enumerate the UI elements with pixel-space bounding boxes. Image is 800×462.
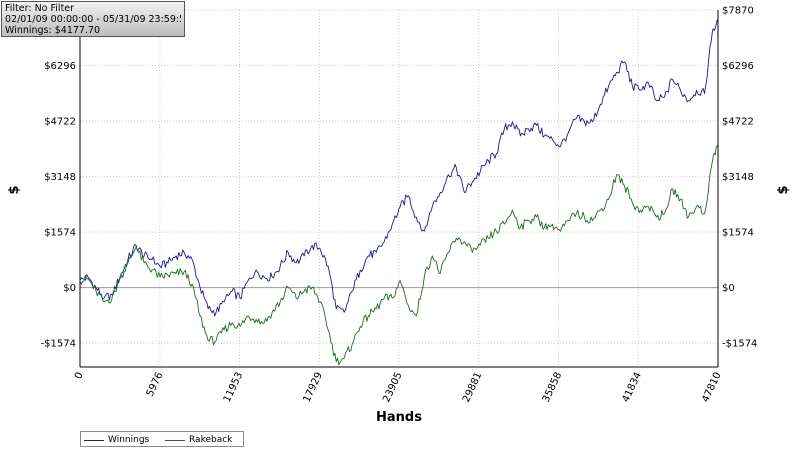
x-tick-label: 11953 [222, 371, 245, 404]
y-axis-label-left: $ [7, 185, 22, 194]
y-tick-label-right: $0 [722, 283, 735, 294]
y-tick-label-right: $4722 [722, 117, 754, 128]
filter-info-box: Filter: No Filter 02/01/09 00:00:00 - 05… [1, 1, 185, 37]
y-axis-label-right: $ [776, 185, 791, 194]
y-tick-label-left: -$1574 [41, 339, 76, 350]
x-tick-label: 47810 [700, 371, 723, 404]
filter-label: Filter: No Filter [5, 3, 75, 14]
winnings-label: Winnings: $4177.70 [5, 25, 101, 36]
x-tick-label: 0 [73, 371, 86, 381]
x-axis-label: Hands [376, 410, 422, 425]
legend-label-winnings: Winnings [108, 435, 150, 445]
x-tick-label: 29881 [461, 371, 484, 404]
y-tick-label-right: $3148 [722, 172, 754, 183]
series-line-rakeback [79, 142, 719, 366]
x-tick-label: 23905 [381, 371, 404, 404]
y-tick-label-left: $6296 [44, 61, 76, 72]
x-tick-label: 5976 [145, 371, 166, 399]
series-layer [79, 19, 719, 366]
legend-swatch-rakeback [165, 440, 185, 441]
legend-label-rakeback: Rakeback [189, 435, 233, 445]
y-tick-label-left: $0 [63, 283, 76, 294]
x-tick-label: 41834 [621, 371, 644, 404]
y-tick-label-right: $7870 [722, 6, 754, 17]
x-tick-label: 35858 [541, 371, 564, 404]
grid [79, 9, 719, 367]
y-tick-label-right: $1574 [722, 228, 754, 239]
series-line-winnings [79, 19, 719, 317]
y-tick-label-left: $1574 [44, 228, 76, 239]
y-tick-label-right: $6296 [722, 61, 754, 72]
y-tick-label-left: $3148 [44, 172, 76, 183]
y-tick-label-left: $4722 [44, 117, 76, 128]
legend: Winnings Rakeback [80, 431, 244, 447]
x-tick-label: 17929 [302, 371, 325, 404]
date-range-label: 02/01/09 00:00:00 - 05/31/09 23:59:59 [5, 14, 181, 25]
legend-swatch-winnings [84, 440, 104, 441]
y-tick-label-right: -$1574 [722, 339, 757, 350]
